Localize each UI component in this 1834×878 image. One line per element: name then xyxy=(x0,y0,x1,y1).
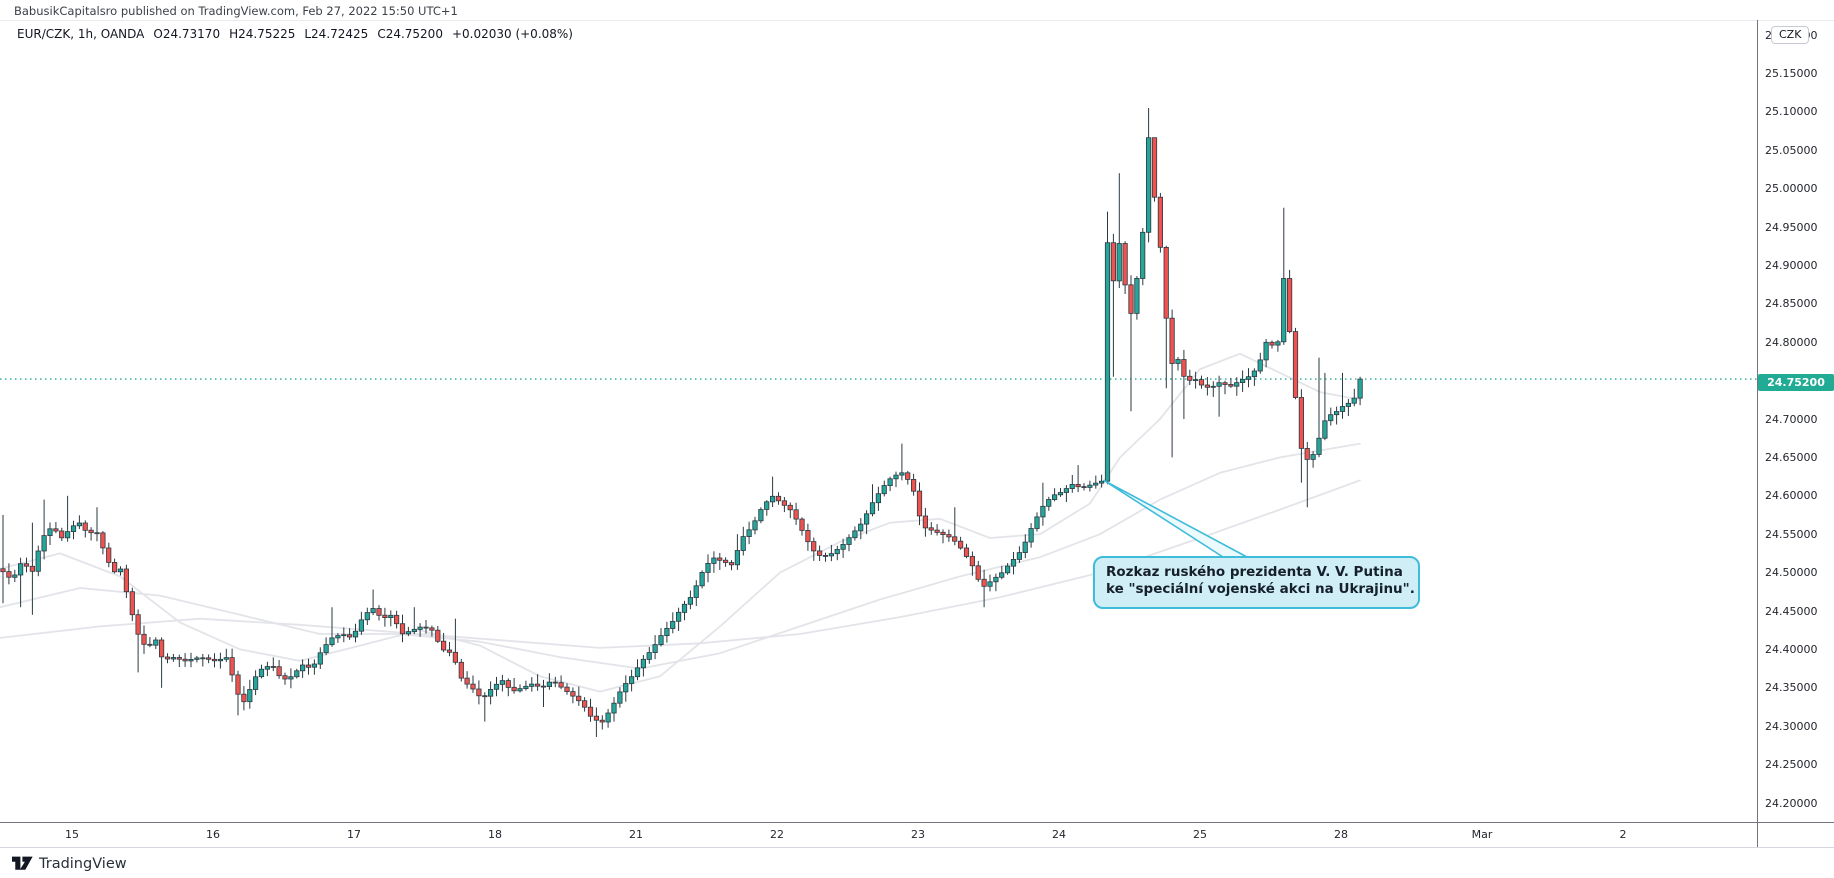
legend-change: +0.02030 (+0.08%) xyxy=(451,27,573,41)
ma-fast-line xyxy=(0,352,1361,693)
time-tick-label: 21 xyxy=(629,828,643,841)
annotation-line-1: Rozkaz ruského prezidenta V. V. Putina xyxy=(1106,564,1403,580)
legend-title: EUR/CZK, 1h, OANDA xyxy=(17,27,145,41)
publisher-line: BabusikCapitalsro published on TradingVi… xyxy=(14,4,458,18)
price-tick-label: 24.65000 xyxy=(1765,450,1818,464)
time-tick-label: 2 xyxy=(1619,828,1627,841)
price-tick-label: 24.70000 xyxy=(1765,412,1818,426)
legend-low: L24.72425 xyxy=(304,27,369,41)
legend-high: H24.75225 xyxy=(229,27,296,41)
annotation-callout[interactable]: Rozkaz ruského prezidenta V. V. Putina k… xyxy=(1093,556,1420,609)
price-tick-label: 24.25000 xyxy=(1765,758,1818,772)
price-tick-label: 24.50000 xyxy=(1765,566,1818,580)
price-tick-label: 25.05000 xyxy=(1765,143,1818,157)
price-tick-label: 24.20000 xyxy=(1765,796,1818,810)
price-tick-label: 24.85000 xyxy=(1765,297,1818,311)
footer-brand[interactable]: TradingView xyxy=(12,854,127,874)
price-tick-label: 24.90000 xyxy=(1765,258,1818,272)
time-tick-label: 17 xyxy=(347,828,361,841)
ma-slow-line xyxy=(0,479,1361,649)
time-tick-label: 16 xyxy=(206,828,220,841)
time-tick-label: 25 xyxy=(1193,828,1207,841)
time-tick-label: 22 xyxy=(770,828,784,841)
price-chart[interactable] xyxy=(0,0,1757,847)
price-tick-label: 25.10000 xyxy=(1765,105,1818,119)
price-scale-border xyxy=(1757,20,1758,847)
price-tick-label: 24.40000 xyxy=(1765,642,1818,656)
time-tick-label: 24 xyxy=(1052,828,1066,841)
brand-text: TradingView xyxy=(39,856,127,872)
tradingview-logo-icon xyxy=(12,854,33,875)
header-divider xyxy=(0,20,1834,21)
price-tick-label: 24.30000 xyxy=(1765,719,1818,733)
time-tick-label: 15 xyxy=(65,828,79,841)
currency-badge[interactable]: CZK xyxy=(1771,26,1810,44)
ma-mid-line xyxy=(0,442,1361,670)
price-tick-label: 24.55000 xyxy=(1765,527,1818,541)
legend-close: C24.75200 xyxy=(377,27,443,41)
price-tick-label: 24.80000 xyxy=(1765,335,1818,349)
annotation-line-2: ke "speciální vojenské akci na Ukrajinu"… xyxy=(1106,581,1415,597)
footer-divider xyxy=(0,847,1834,848)
symbol-legend[interactable]: EUR/CZK, 1h, OANDA O24.73170 H24.75225 L24.… xyxy=(17,27,573,41)
time-scale-border xyxy=(0,822,1834,823)
price-tick-label: 24.45000 xyxy=(1765,604,1818,618)
time-tick-label: 28 xyxy=(1334,828,1348,841)
price-tick-label: 24.60000 xyxy=(1765,489,1818,503)
price-tick-label: 24.35000 xyxy=(1765,681,1818,695)
time-tick-label: Mar xyxy=(1471,828,1493,841)
time-tick-label: 18 xyxy=(488,828,502,841)
price-tick-label: 25.00000 xyxy=(1765,182,1818,196)
candles xyxy=(0,108,1363,737)
price-tick-label: 24.95000 xyxy=(1765,220,1818,234)
price-tick-label: 25.15000 xyxy=(1765,66,1818,80)
legend-open: O24.73170 xyxy=(153,27,221,41)
last-price-label: 24.75200 xyxy=(1758,374,1834,391)
time-tick-label: 23 xyxy=(911,828,925,841)
